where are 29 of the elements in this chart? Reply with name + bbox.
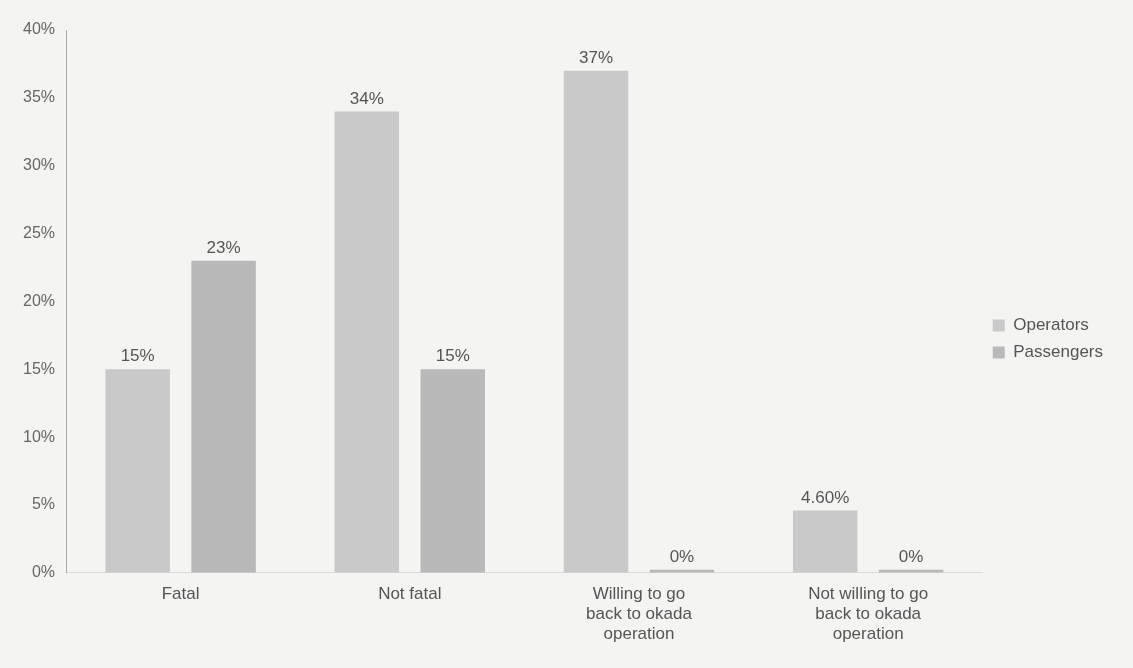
y-tick-label: 40% [22, 20, 56, 38]
y-tick-label: 25% [22, 223, 56, 241]
bar [334, 111, 400, 573]
data-label: 0% [669, 546, 695, 566]
data-label: 0% [898, 546, 924, 566]
bar [191, 260, 256, 573]
y-tick-label: 5% [31, 495, 56, 513]
x-tick-label: Not fatal [378, 583, 442, 603]
legend-label: Operators [1013, 315, 1089, 335]
y-tick-label: 0% [31, 563, 56, 581]
y-tick-label: 30% [22, 156, 56, 174]
x-tick-label: Not willing to go back to okada operation [808, 583, 929, 644]
x-tick-label: Willing to go back to okada operation [586, 583, 693, 644]
data-label: 4.60% [801, 487, 850, 507]
y-tick-label: 20% [22, 291, 56, 309]
data-label: 23% [206, 237, 241, 257]
data-label: 15% [435, 346, 470, 366]
data-label: 37% [578, 47, 614, 67]
bar [420, 369, 485, 573]
data-label: 34% [349, 88, 384, 108]
y-tick-label: 15% [22, 359, 56, 377]
legend-label: Passengers [1013, 342, 1104, 362]
data-label: 15% [120, 346, 155, 366]
bar [105, 369, 170, 573]
bar [792, 510, 858, 573]
x-tick-label: Fatal [161, 583, 200, 603]
y-tick-label: 35% [22, 88, 56, 106]
bar [563, 70, 629, 573]
y-tick-label: 10% [22, 427, 56, 445]
